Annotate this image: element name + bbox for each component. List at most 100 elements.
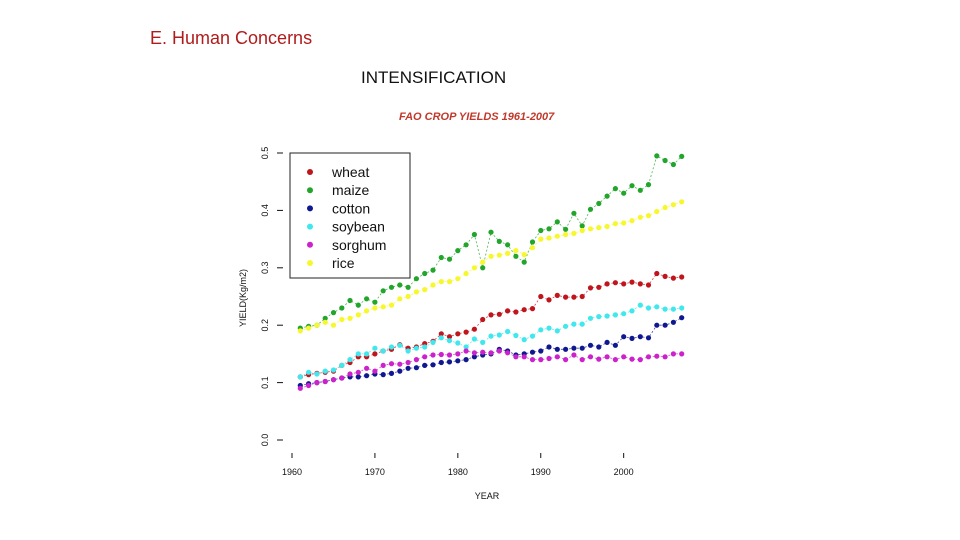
point-soybean [563, 323, 569, 329]
point-wheat [372, 351, 378, 357]
x-tick-label: 1990 [531, 467, 551, 477]
point-maize [554, 219, 560, 225]
point-maize [463, 242, 469, 248]
point-sorghum [380, 362, 386, 368]
point-soybean [571, 321, 577, 327]
series-line-sorghum [300, 350, 682, 389]
point-rice [637, 214, 643, 220]
point-soybean [413, 345, 419, 351]
point-wheat [621, 281, 627, 287]
point-soybean [455, 340, 461, 346]
point-sorghum [521, 354, 527, 360]
point-sorghum [397, 361, 403, 367]
point-sorghum [422, 354, 428, 360]
point-wheat [571, 294, 577, 300]
point-rice [446, 279, 453, 285]
point-rice [455, 276, 461, 282]
data-points [297, 153, 685, 391]
point-cotton [430, 362, 436, 368]
point-soybean [397, 342, 403, 348]
point-soybean [330, 367, 337, 373]
point-soybean [480, 339, 486, 345]
point-maize [488, 229, 494, 235]
point-cotton [596, 344, 602, 350]
point-sorghum [306, 382, 312, 389]
chart-title: FAO CROP YIELDS 1961-2007 [399, 111, 555, 123]
point-wheat [654, 270, 660, 277]
point-sorghum [364, 365, 370, 371]
point-sorghum [629, 356, 635, 362]
point-soybean [339, 362, 345, 368]
point-rice [347, 315, 353, 321]
point-cotton [571, 345, 577, 351]
legend-swatch-wheat [307, 169, 313, 175]
point-rice [496, 252, 502, 258]
point-cotton [538, 348, 544, 354]
point-soybean [645, 305, 652, 311]
point-sorghum [430, 352, 436, 358]
point-sorghum [413, 357, 419, 363]
legend-swatch-maize [307, 187, 313, 194]
y-tick-label: 0.4 [260, 204, 270, 217]
point-soybean [637, 302, 643, 308]
point-soybean [604, 313, 610, 319]
point-cotton [471, 354, 477, 360]
point-rice [413, 289, 419, 295]
point-rice [679, 199, 685, 205]
point-soybean [554, 328, 560, 334]
legend-label-rice: rice [332, 255, 355, 271]
point-rice [587, 226, 594, 232]
point-soybean [438, 335, 444, 341]
point-maize [322, 315, 328, 321]
point-soybean [314, 371, 320, 377]
point-cotton [355, 374, 361, 380]
point-wheat [679, 274, 685, 280]
x-axis-label: YEAR [475, 491, 500, 501]
point-sorghum [405, 359, 411, 366]
legend-swatch-rice [307, 260, 313, 266]
series-line-wheat [300, 273, 682, 378]
point-wheat [662, 273, 668, 279]
point-rice [596, 225, 602, 231]
point-rice [513, 248, 519, 254]
point-wheat [463, 329, 469, 335]
point-sorghum [339, 375, 345, 381]
point-sorghum [355, 369, 361, 375]
legend-label-cotton: cotton [332, 200, 370, 216]
point-sorghum [579, 357, 585, 363]
point-maize [380, 288, 386, 294]
point-soybean [546, 325, 552, 331]
point-soybean [372, 345, 378, 351]
point-sorghum [546, 355, 552, 362]
point-rice [629, 218, 635, 224]
point-soybean [297, 374, 303, 380]
point-cotton [463, 357, 469, 363]
point-cotton [604, 339, 610, 345]
point-rice [521, 252, 527, 258]
point-rice [355, 312, 361, 318]
point-maize [405, 284, 411, 290]
point-soybean [388, 344, 395, 350]
point-sorghum [446, 352, 453, 358]
point-soybean [471, 336, 477, 342]
point-soybean [521, 337, 527, 343]
point-cotton [446, 359, 453, 365]
point-sorghum [438, 351, 444, 358]
point-maize [397, 282, 403, 288]
point-maize [438, 254, 444, 261]
point-rice [546, 235, 552, 241]
point-maize [529, 239, 536, 245]
point-rice [471, 265, 477, 271]
point-wheat [529, 306, 536, 312]
point-cotton [397, 368, 403, 374]
point-soybean [612, 312, 619, 318]
point-soybean [463, 344, 469, 350]
point-wheat [521, 307, 527, 313]
point-maize [662, 157, 668, 164]
point-maize [513, 253, 519, 259]
point-rice [380, 304, 386, 310]
point-wheat [496, 311, 502, 317]
point-maize [670, 161, 677, 168]
point-rice [645, 213, 652, 219]
